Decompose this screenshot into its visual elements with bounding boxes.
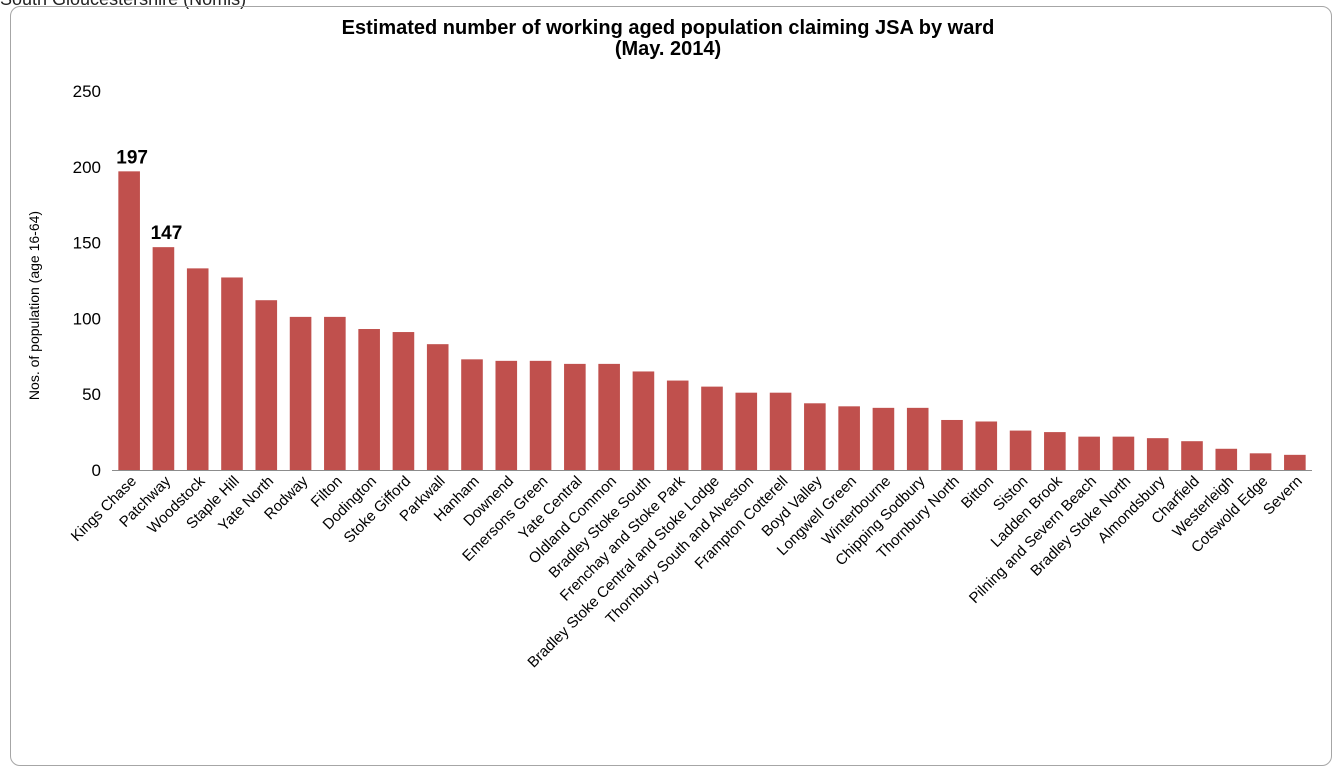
bar xyxy=(392,332,415,470)
y-axis-title: Nos. of population (age 16-64) xyxy=(26,211,42,400)
bar xyxy=(975,421,998,470)
bar xyxy=(838,406,860,470)
bar xyxy=(941,419,963,470)
bar xyxy=(735,392,758,470)
y-tick-label: 50 xyxy=(82,385,101,404)
bar xyxy=(1146,438,1169,470)
bar xyxy=(769,392,792,470)
y-tick-label: 250 xyxy=(73,82,101,101)
bar xyxy=(1044,432,1066,470)
chart-title: Estimated number of working aged populat… xyxy=(341,17,995,39)
bar xyxy=(906,407,929,470)
bar xyxy=(1249,453,1272,470)
bar xyxy=(221,277,243,470)
chart-title-block: Estimated number of working aged populat… xyxy=(0,18,1336,60)
caption-fragment: South Gloucestershire (Nomis) xyxy=(0,0,246,10)
bar xyxy=(564,363,586,470)
chart-subtitle: (May. 2014) xyxy=(614,38,722,60)
bar xyxy=(186,268,209,470)
bar xyxy=(1009,430,1032,470)
bar xyxy=(1215,448,1238,470)
y-tick-label: 200 xyxy=(73,158,101,177)
bar xyxy=(1112,436,1135,470)
bar xyxy=(289,316,312,470)
x-tick-label: Bitton xyxy=(958,473,997,512)
bar xyxy=(529,360,552,470)
bar xyxy=(152,247,175,470)
y-tick-label: 0 xyxy=(92,461,101,480)
x-tick-label: Severn xyxy=(1260,473,1306,519)
bar xyxy=(872,407,895,470)
bar xyxy=(324,316,346,470)
bar xyxy=(1078,436,1100,470)
bar xyxy=(118,171,140,470)
bar xyxy=(461,359,483,470)
bar xyxy=(598,363,620,470)
bar xyxy=(701,386,723,470)
bar xyxy=(1181,441,1203,470)
bar xyxy=(632,371,655,470)
bar xyxy=(495,360,518,470)
data-label: 147 xyxy=(151,223,183,244)
y-tick-label: 150 xyxy=(73,234,101,253)
bar xyxy=(666,380,689,470)
bar xyxy=(804,403,826,470)
bar-chart: 0 50 100 150 200 250 Nos. of population (age 1… xyxy=(26,82,1312,671)
bar xyxy=(1284,454,1306,470)
bar xyxy=(426,344,449,470)
data-label: 197 xyxy=(116,147,148,168)
bar xyxy=(358,329,380,470)
y-tick-label: 100 xyxy=(73,309,101,328)
bar xyxy=(255,300,278,470)
